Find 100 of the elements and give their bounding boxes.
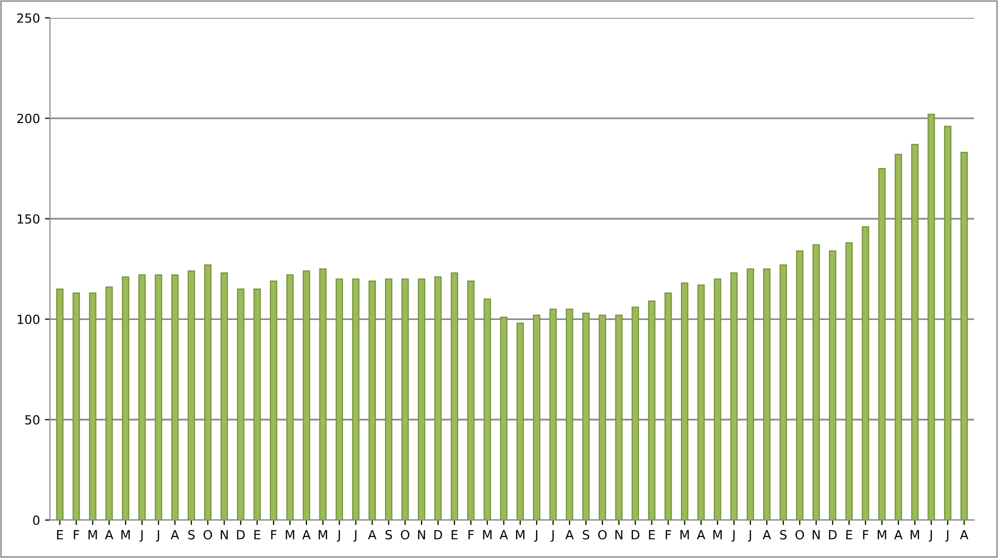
bar xyxy=(532,314,540,520)
y-tick-label: 0 xyxy=(33,516,40,525)
y-tick-label: 50 xyxy=(25,415,40,425)
bar xyxy=(352,278,360,520)
bar xyxy=(253,288,261,520)
x-tick-label: M xyxy=(318,530,328,540)
bar xyxy=(105,286,113,520)
x-tick-label: A xyxy=(960,530,968,540)
x-tick-label: D xyxy=(434,530,442,540)
bar xyxy=(714,278,722,520)
x-tick-label: A xyxy=(500,530,508,540)
x-tick-label: J xyxy=(731,530,735,542)
x-tick-label: M xyxy=(713,530,722,540)
x-tick-label: J xyxy=(748,530,752,542)
bar xyxy=(89,292,96,520)
bar xyxy=(336,278,344,520)
bar xyxy=(516,322,524,520)
x-tick-label: M xyxy=(516,530,524,540)
x-tick-label: O xyxy=(796,530,804,540)
bar xyxy=(566,308,574,520)
x-tick-label: S xyxy=(582,530,590,540)
bar xyxy=(894,154,902,520)
bar xyxy=(171,274,179,520)
bar xyxy=(154,274,162,520)
x-tick-label: A xyxy=(368,530,376,540)
bar xyxy=(401,278,409,520)
x-tick-label: A xyxy=(170,530,180,540)
x-tick-label: J xyxy=(353,530,356,542)
bar xyxy=(730,272,738,520)
bar xyxy=(845,242,853,520)
x-tick-label: F xyxy=(271,530,276,540)
x-tick-label: N xyxy=(418,530,425,540)
x-tick-label: F xyxy=(666,530,672,540)
y-tick-label: 200 xyxy=(17,114,40,124)
x-tick-label: D xyxy=(632,530,640,540)
bar xyxy=(237,288,244,520)
bar xyxy=(944,126,952,520)
x-tick-label: M xyxy=(910,530,920,540)
x-tick-label: M xyxy=(286,530,294,540)
bar xyxy=(450,272,458,520)
x-tick-label: J xyxy=(550,530,554,542)
bar xyxy=(615,314,623,520)
x-tick-label: M xyxy=(680,530,689,540)
x-tick-label: J xyxy=(534,530,538,542)
x-tick-label: E xyxy=(254,530,260,540)
x-tick-label: A xyxy=(762,530,772,540)
y-tick-label: 100 xyxy=(18,314,40,324)
bar xyxy=(204,264,212,520)
bar xyxy=(72,292,80,520)
bar xyxy=(302,270,310,520)
x-tick-label: J xyxy=(928,530,932,542)
x-tick-label: F xyxy=(863,530,868,540)
x-tick-label: J xyxy=(156,530,160,542)
x-tick-label: A xyxy=(894,530,903,540)
x-tick-label: M xyxy=(88,530,97,540)
bar xyxy=(928,114,935,520)
x-tick-label: F xyxy=(74,530,80,540)
x-tick-label: M xyxy=(878,530,886,540)
bar xyxy=(319,268,327,520)
y-tick-label: 150 xyxy=(18,214,40,224)
bar xyxy=(467,280,475,520)
bar xyxy=(286,274,294,520)
x-tick-label: A xyxy=(565,530,574,540)
x-tick-label: O xyxy=(204,530,212,540)
x-tick-label: S xyxy=(188,530,195,540)
x-tick-label: D xyxy=(237,530,245,540)
bar xyxy=(812,244,820,520)
bar xyxy=(911,144,919,520)
bar xyxy=(188,270,196,520)
x-tick-label: N xyxy=(615,530,622,540)
bar xyxy=(680,282,688,520)
bar xyxy=(549,308,557,520)
bar xyxy=(697,284,705,520)
bar xyxy=(648,300,656,520)
bar xyxy=(862,226,870,520)
x-tick-label: E xyxy=(649,530,655,540)
bar xyxy=(598,314,606,520)
x-tick-label: S xyxy=(780,530,787,540)
bar xyxy=(122,276,130,520)
x-tick-label: N xyxy=(220,530,228,540)
bar xyxy=(418,278,426,520)
x-tick-label: E xyxy=(846,530,852,540)
bar xyxy=(878,168,886,520)
x-tick-label: J xyxy=(945,530,948,542)
x-tick-label: A xyxy=(302,530,311,540)
x-tick-label: A xyxy=(104,530,114,540)
bar xyxy=(763,268,771,520)
bar xyxy=(384,278,392,520)
x-tick-label: J xyxy=(336,530,340,542)
bar xyxy=(796,250,804,520)
x-tick-label: M xyxy=(483,530,492,540)
bar xyxy=(828,250,836,520)
bar xyxy=(484,298,492,520)
bar xyxy=(138,274,146,520)
bar xyxy=(664,292,672,520)
bar xyxy=(368,280,376,520)
x-tick-label: O xyxy=(400,530,410,540)
bar xyxy=(434,276,442,520)
x-tick-label: M xyxy=(121,530,130,540)
x-tick-label: A xyxy=(696,530,706,540)
